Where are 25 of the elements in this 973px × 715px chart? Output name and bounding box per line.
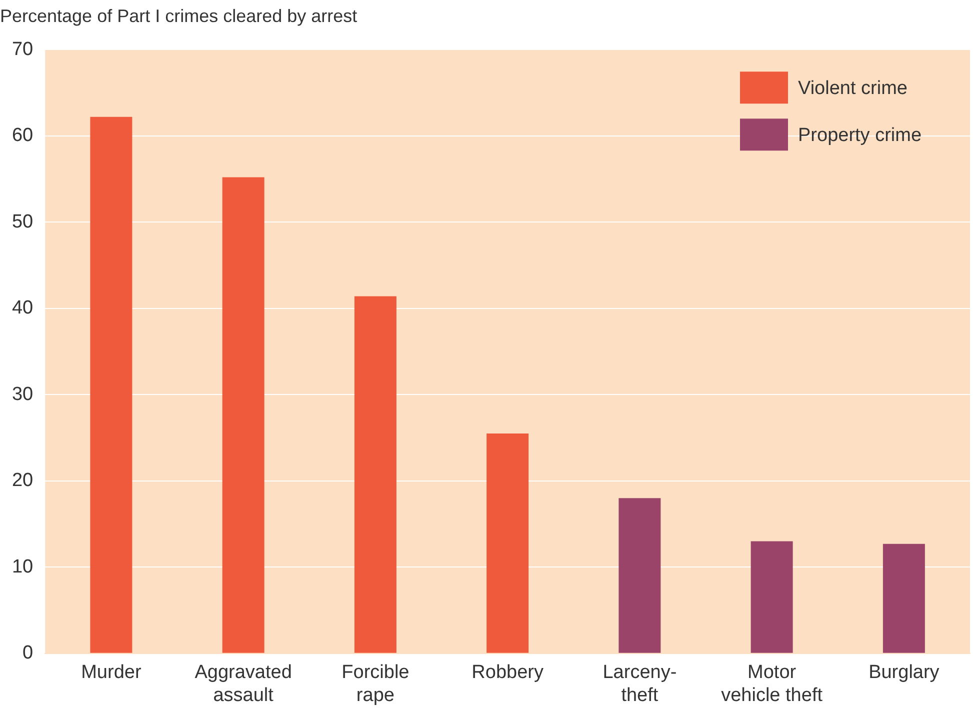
bar <box>618 498 661 653</box>
y-tick-label: 50 <box>12 211 34 232</box>
x-tick-label: Motor vehicle theft <box>721 662 824 706</box>
x-tick-label: Murder <box>81 662 142 684</box>
y-tick-label: 30 <box>12 384 34 405</box>
x-tick-label: Larceny-theft <box>602 662 677 706</box>
bar <box>90 116 132 653</box>
chart-title: Percentage of Part I crimes cleared by arrest <box>0 6 358 26</box>
x-tick-label: Robbery <box>472 662 544 684</box>
y-tick-label: 10 <box>12 556 34 578</box>
legend-label: Violent crime <box>798 78 908 99</box>
x-tick-label: Burglary <box>868 662 940 684</box>
legend-label: Property crime <box>798 124 922 146</box>
bar <box>882 544 925 653</box>
y-tick-label: 70 <box>12 38 34 60</box>
bar <box>486 433 529 653</box>
x-tick-label: Forcible rape <box>342 662 410 706</box>
y-tick-label: 40 <box>12 298 34 319</box>
y-tick-label: 20 <box>12 470 34 492</box>
bar <box>750 541 793 653</box>
y-tick-label: 60 <box>12 125 34 146</box>
bar <box>222 177 264 653</box>
bar <box>354 296 396 653</box>
x-tick-label: Aggravated assault <box>194 662 292 706</box>
y-tick-label: 0 <box>22 642 34 664</box>
